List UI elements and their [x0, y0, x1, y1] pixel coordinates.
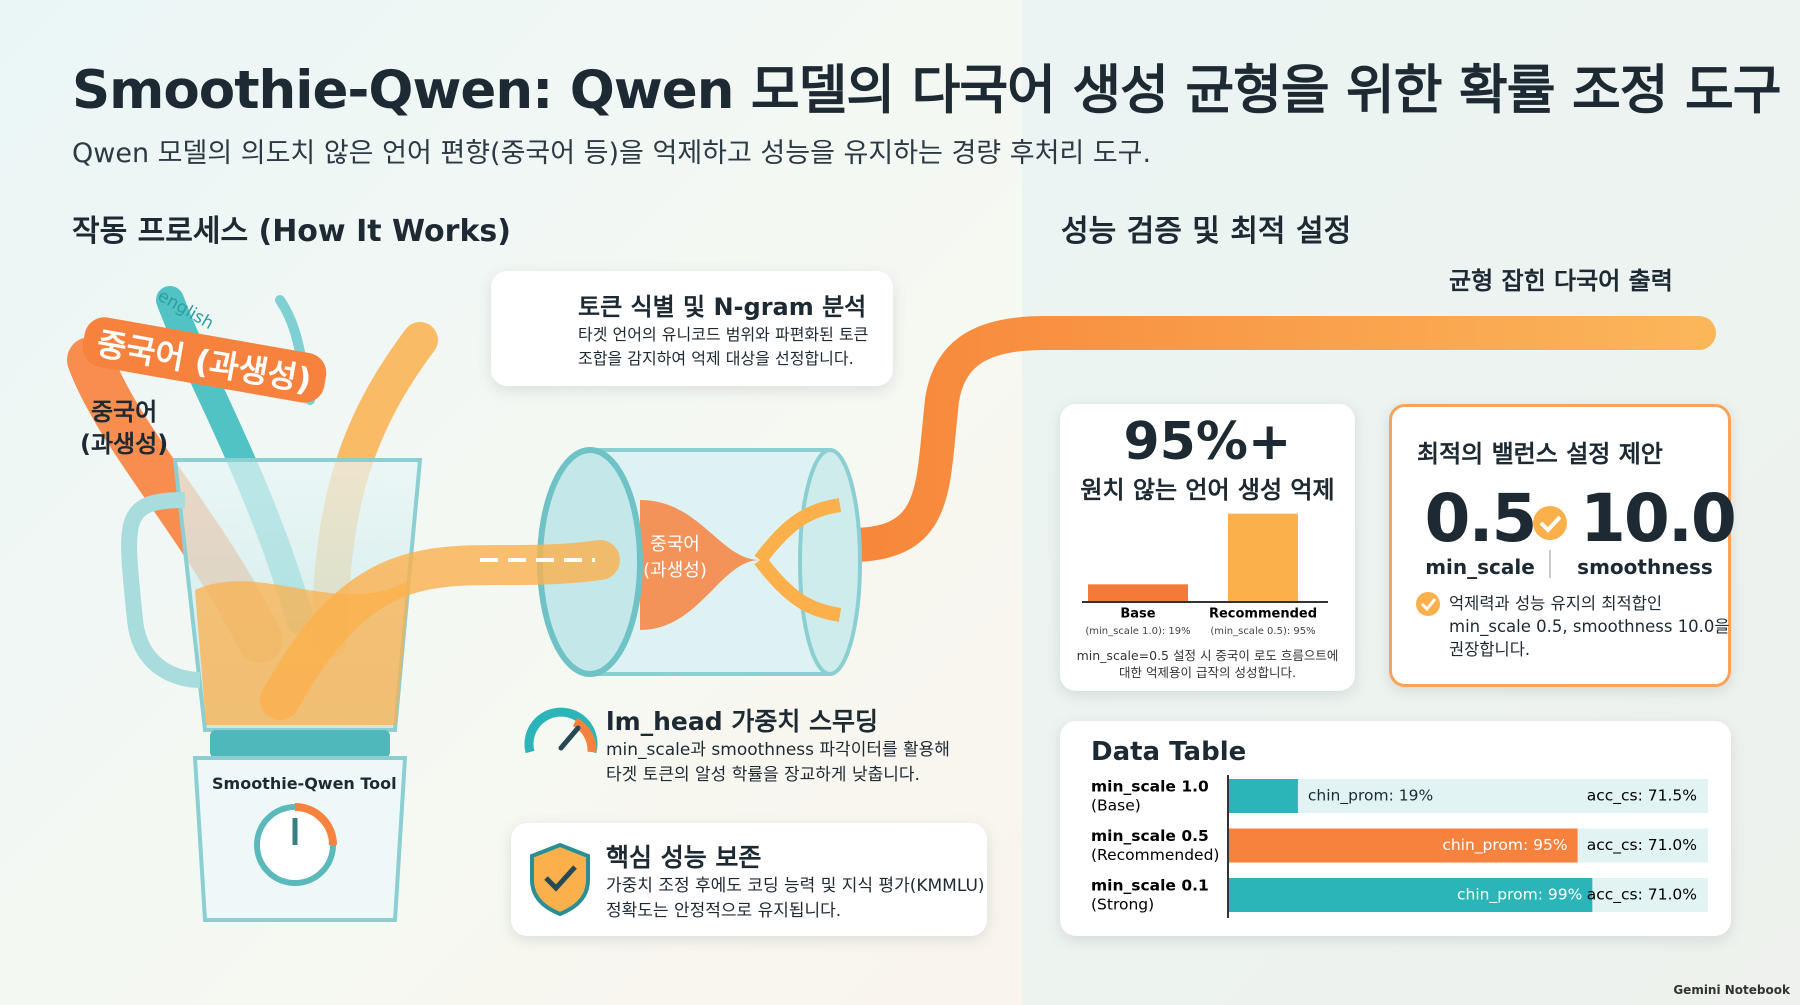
recommendation-icons: [1416, 506, 1567, 616]
acc-label: acc_cs: 71.5%: [1587, 787, 1697, 806]
step-callout: [491, 271, 893, 386]
step-line: 타겟 언어의 유니코드 범위와 파편화된 토큰: [578, 325, 869, 344]
section-heading: 작동 프로세스 (How It Works): [72, 214, 511, 249]
chart-note: min_scale=0.5 설정 시 중국이 로도 흐름으트에 대한 억제용이 …: [1060, 647, 1355, 681]
knob-accent: [294, 803, 337, 846]
recommendation-body: 억제력과 성능 유지의 최적합인 min_scale 0.5, smoothne…: [1449, 592, 1730, 661]
cylinder-cap: [798, 448, 862, 676]
recommendation-title: 최적의 밸런스 설정 제안: [1417, 440, 1663, 468]
setting-value: 0.5: [1424, 480, 1538, 557]
x-tick-label: Recommended: [1209, 607, 1317, 622]
check-icon: [1416, 592, 1440, 616]
x-tick-sublabel: (min_scale 0.5): 95%: [1210, 626, 1315, 637]
mini-chart: Base (min_scale 1.0): 19% Recommended (min_…: [1082, 513, 1328, 637]
bar-track: [1229, 779, 1708, 813]
bar: [1229, 779, 1298, 813]
step-body: 가중치 조정 후에도 코딩 능력 및 지식 평가(KMMLU) 정확도는 안정적…: [606, 874, 985, 924]
step-line: min_scale과 smoothness 파각이터를 활용해: [606, 740, 950, 760]
body-line: 권장합니다.: [1449, 640, 1531, 659]
funnel-out: [754, 498, 842, 622]
cylinder-label-line: 중국어: [650, 534, 700, 555]
cylinder-label-line: (과생성): [643, 560, 707, 581]
step-line: 정확도는 안정적으로 유지됩니다.: [606, 901, 842, 921]
title: Smoothie-Qwen: Qwen 모델의 다국어 생성 균형을 위한 확률…: [72, 60, 1781, 121]
row-sublabel: (Strong): [1091, 896, 1154, 914]
body-line: 억제력과 성능 유지의 최적합인: [1449, 594, 1663, 613]
subtitle: Qwen 모델의 의도치 않은 언어 편향(중국어 등)을 억제하고 성능을 유…: [72, 138, 1152, 169]
row-label: min_scale 0.5: [1091, 827, 1209, 845]
gauge-needle: [558, 725, 581, 751]
row-sublabel: (Recommended): [1091, 846, 1219, 864]
setting-label: min_scale: [1425, 555, 1535, 579]
step-title: 핵심 성능 보존: [606, 843, 762, 872]
blender-collar: [210, 730, 390, 758]
shield: [530, 842, 590, 917]
check-mark: [1420, 598, 1437, 612]
step-line: 조합을 감지하여 억제 대상을 선정합니다.: [578, 349, 854, 368]
recommendation-card: [1389, 404, 1731, 687]
step-title: 토큰 식별 및 N-gram 분석: [578, 293, 867, 321]
bar-label: chin_prom: 19%: [1308, 787, 1433, 806]
setting-label: smoothness: [1577, 555, 1713, 579]
bar-label: chin_prom: 95%: [1442, 836, 1567, 855]
data-table-title: Data Table: [1091, 737, 1247, 767]
output-pipe: [833, 316, 1716, 562]
bar-label: chin_prom: 99%: [1457, 886, 1582, 905]
blender-handle: [121, 492, 201, 688]
step-body: 타겟 언어의 유니코드 범위와 파편화된 토큰 조합을 감지하여 억제 대상을 …: [578, 323, 868, 371]
side-label-line: 중국어: [90, 398, 158, 426]
blender-label: Smoothie-Qwen Tool: [212, 774, 397, 793]
bar: [1088, 584, 1188, 602]
shield-icon: [530, 842, 590, 917]
check-mark: [1539, 515, 1562, 533]
data-table-bars: min_scale 1.0(Base) chin_prom: 19% acc_cs:…: [1091, 775, 1708, 918]
output-label: 균형 잡힌 다국어 출력: [1449, 267, 1673, 295]
step-body: min_scale과 smoothness 파각이터를 활용해 타겟 토큰의 알…: [606, 738, 950, 788]
side-label: 중국어 (과생성): [80, 396, 168, 460]
row-sublabel: (Base): [1091, 797, 1141, 815]
side-label-line: (과생성): [80, 430, 169, 458]
footer: Gemini Notebook: [1673, 983, 1790, 997]
check-icon: [1533, 506, 1567, 540]
cylinder-label: 중국어 (과생성): [640, 532, 710, 584]
flow-into-cylinder: [260, 540, 620, 720]
step-title: lm_head 가중치 스무딩: [606, 707, 879, 736]
bar: [1229, 828, 1578, 863]
x-tick-label: Base: [1120, 607, 1155, 622]
step-callout: [511, 823, 987, 936]
x-tick-sublabel: (min_scale 1.0): 19%: [1085, 626, 1190, 637]
step-line: 타겟 토큰의 알성 학률을 장교하게 낮춥니다.: [606, 765, 920, 785]
row-label: min_scale 1.0: [1091, 778, 1209, 796]
acc-label: acc_cs: 71.0%: [1587, 886, 1697, 905]
headline-caption: 원치 않는 언어 생성 억제: [1080, 476, 1335, 504]
note-line: 대한 억제용이 급작의 성성합니다.: [1119, 665, 1296, 680]
bar: [1228, 513, 1298, 602]
acc-label: acc_cs: 71.0%: [1587, 836, 1697, 855]
shield-check: [544, 865, 577, 892]
suppression-card: [1060, 404, 1355, 691]
gauge-icon-accent: [572, 718, 597, 753]
body-line: min_scale 0.5, smoothness 10.0을: [1449, 617, 1730, 636]
section-heading: 성능 검증 및 최적 설정: [1061, 214, 1352, 249]
row-label: min_scale 0.1: [1091, 877, 1209, 895]
note-line: min_scale=0.5 설정 시 중국이 로도 흐름으트에: [1076, 648, 1339, 663]
funnel: [640, 500, 760, 630]
step-line: 가중치 조정 후에도 코딩 능력 및 지식 평가(KMMLU): [606, 876, 985, 896]
bar: [1229, 878, 1593, 912]
headline: 95%+: [1123, 412, 1292, 472]
